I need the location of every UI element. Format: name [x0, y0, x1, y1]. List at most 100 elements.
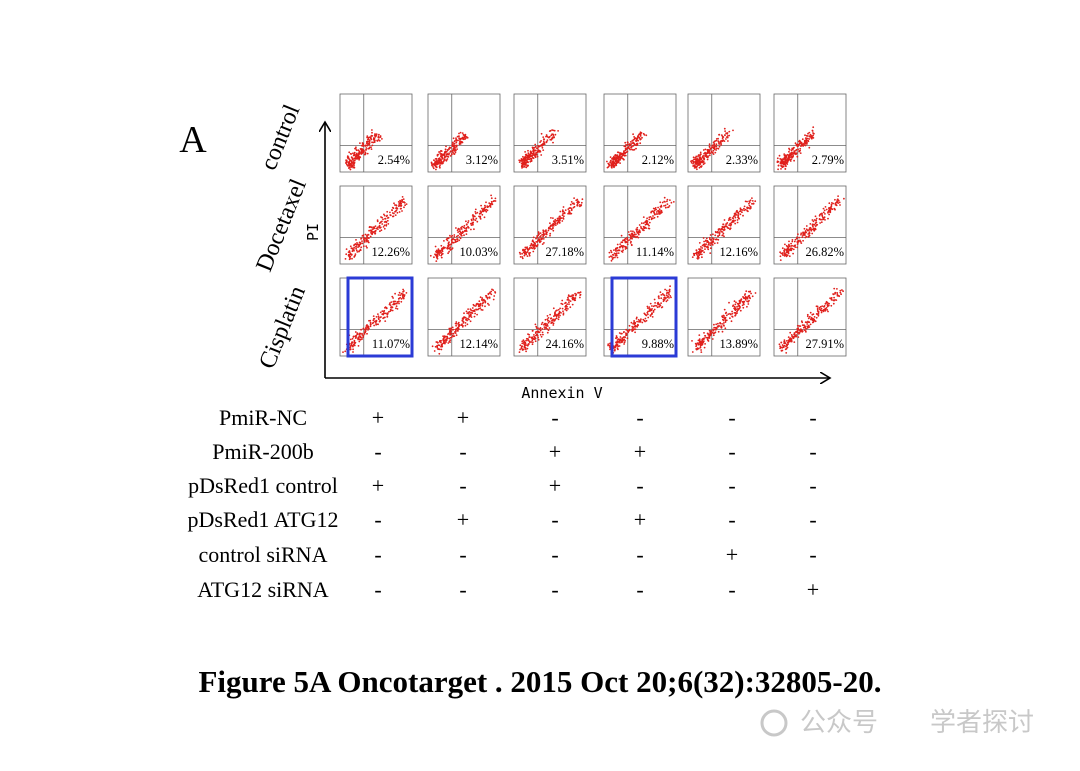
event-dot	[537, 231, 540, 233]
event-dot	[448, 250, 450, 253]
event-dot	[722, 223, 724, 226]
event-dot	[802, 326, 805, 329]
event-dot	[478, 303, 481, 306]
event-dot	[350, 344, 353, 347]
event-dot	[808, 135, 811, 138]
event-dot	[812, 313, 815, 316]
event-dot	[460, 137, 463, 140]
event-dot	[816, 307, 819, 310]
event-dot	[564, 301, 567, 304]
event-dot	[655, 213, 658, 215]
flow-plot: 11.14%	[603, 185, 677, 265]
event-dot	[626, 238, 629, 241]
event-dot	[398, 211, 401, 213]
percent-label: 13.89%	[719, 337, 758, 351]
event-dot	[440, 158, 442, 161]
event-dot	[779, 347, 781, 350]
event-dot	[561, 303, 564, 306]
percent-label: 24.16%	[545, 337, 584, 351]
event-dot	[731, 315, 733, 318]
event-dot	[786, 153, 789, 156]
event-dot	[691, 159, 693, 162]
event-dot	[799, 325, 802, 327]
event-dot	[523, 344, 526, 347]
event-dot	[468, 316, 470, 318]
event-dot	[695, 166, 698, 168]
event-dot	[535, 334, 537, 337]
event-dot	[521, 160, 523, 163]
event-dot	[479, 215, 482, 218]
event-dot	[378, 133, 380, 136]
event-dot	[728, 134, 731, 137]
event-dot	[442, 153, 444, 156]
event-dot	[580, 204, 583, 206]
event-dot	[663, 196, 666, 199]
event-dot	[805, 225, 808, 227]
event-dot	[355, 246, 358, 248]
event-dot	[667, 291, 670, 294]
event-dot	[542, 238, 545, 240]
event-dot	[559, 210, 562, 213]
event-dot	[703, 245, 706, 248]
event-dot	[639, 133, 642, 136]
event-dot	[469, 320, 472, 323]
event-dot	[821, 215, 824, 218]
event-dot	[393, 302, 396, 305]
event-dot	[524, 341, 526, 344]
event-dot	[830, 203, 833, 206]
event-dot	[553, 221, 556, 224]
event-dot	[548, 320, 551, 323]
event-dot	[717, 231, 719, 234]
event-dot	[448, 152, 450, 155]
event-dot	[738, 302, 740, 305]
event-dot	[703, 240, 705, 243]
event-dot	[715, 327, 718, 329]
event-dot	[626, 148, 628, 150]
event-dot	[785, 352, 788, 354]
event-dot	[706, 239, 709, 242]
event-dot	[730, 223, 733, 226]
event-dot	[627, 331, 630, 334]
event-dot	[783, 160, 786, 163]
event-dot	[528, 253, 531, 256]
event-dot	[577, 291, 580, 294]
event-dot	[375, 323, 377, 326]
event-dot	[785, 343, 788, 346]
event-dot	[457, 228, 460, 231]
event-dot	[348, 163, 351, 165]
event-dot	[353, 344, 356, 347]
event-dot	[521, 345, 523, 347]
event-dot	[799, 147, 802, 150]
event-dot	[353, 166, 356, 169]
event-dot	[379, 316, 381, 319]
event-dot	[633, 148, 636, 151]
event-dot	[726, 135, 729, 137]
event-dot	[550, 217, 552, 219]
event-dot	[349, 338, 352, 341]
event-dot	[476, 220, 479, 223]
event-dot	[736, 219, 739, 221]
event-dot	[702, 163, 705, 166]
event-dot	[371, 131, 373, 134]
event-dot	[706, 332, 709, 335]
event-dot	[536, 147, 539, 150]
event-dot	[525, 350, 527, 353]
event-dot	[402, 294, 405, 296]
flow-plot: 13.89%	[687, 277, 761, 357]
event-dot	[697, 255, 700, 258]
event-dot	[541, 146, 544, 149]
condition-mark: -	[809, 507, 816, 532]
event-dot	[816, 308, 819, 311]
event-dot	[697, 343, 700, 346]
event-dot	[696, 342, 699, 345]
event-dot	[612, 158, 615, 161]
event-dot	[642, 216, 645, 219]
event-dot	[383, 213, 385, 216]
event-dot	[785, 345, 787, 348]
event-dot	[401, 199, 403, 201]
event-dot	[437, 157, 440, 160]
event-dot	[470, 228, 472, 231]
event-dot	[559, 217, 562, 219]
event-dot	[658, 303, 661, 306]
event-dot	[660, 210, 663, 213]
